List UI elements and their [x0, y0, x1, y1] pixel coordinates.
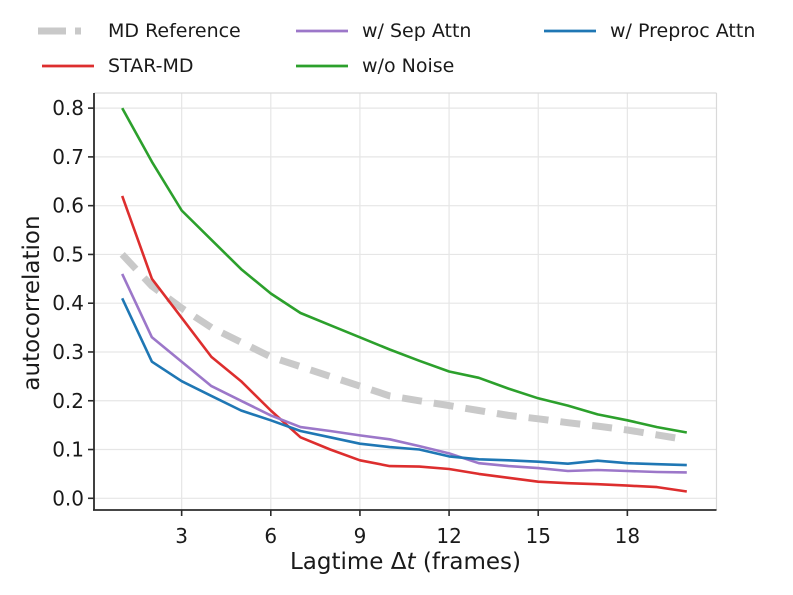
- x-tick-label: 15: [525, 524, 550, 548]
- y-tick-label: 0.7: [52, 145, 84, 169]
- y-tick-label: 0.0: [52, 486, 84, 510]
- legend-swatch-line: [38, 27, 98, 35]
- y-tick-label: 0.6: [52, 194, 84, 218]
- legend-swatch-line: [296, 64, 348, 68]
- y-tick-label: 0.8: [52, 96, 84, 120]
- legend-swatch-line: [42, 64, 94, 68]
- legend-item-md-reference: MD Reference: [38, 18, 241, 44]
- series-line-star-md: [120, 195, 687, 493]
- x-axis-label-text: Lagtime Δ: [289, 549, 407, 575]
- legend-swatch-line: [296, 29, 348, 33]
- y-tick-label: 0.4: [52, 291, 84, 315]
- x-tick-label: 12: [436, 524, 461, 548]
- legend-item-w-preproc-attn: w/ Preproc Attn: [540, 18, 755, 44]
- legend-label: w/o Noise: [362, 55, 455, 77]
- y-axis-label: autocorrelation: [19, 215, 45, 391]
- x-tick-label: 3: [175, 524, 188, 548]
- x-axis-label-italic: t: [406, 549, 416, 575]
- x-axis-label-suffix: (frames): [415, 549, 521, 575]
- chart-legend: MD Reference STAR-MD w/ Sep Attn w/o Noise w…: [0, 0, 793, 92]
- legend-label: w/ Sep Attn: [362, 20, 472, 42]
- legend-item-w-o-noise: w/o Noise: [292, 53, 454, 79]
- y-tick-label: 0.1: [52, 438, 84, 462]
- series-line-w-o-noise: [121, 107, 688, 434]
- legend-label: MD Reference: [108, 20, 241, 42]
- x-tick-label: 18: [615, 524, 640, 548]
- x-tick-label: 6: [264, 524, 277, 548]
- legend-item-w-sep-attn: w/ Sep Attn: [292, 18, 471, 44]
- x-tick-label: 9: [354, 524, 367, 548]
- legend-label: STAR-MD: [108, 55, 194, 77]
- y-tick-label: 0.5: [52, 242, 84, 266]
- y-tick-label: 0.2: [52, 389, 84, 413]
- legend-item-star-md: STAR-MD: [38, 53, 194, 79]
- y-tick-label: 0.3: [52, 340, 84, 364]
- legend-swatch-line: [544, 29, 596, 33]
- series-line-w-preproc-attn: [121, 297, 687, 467]
- series-line-md-reference: [119, 252, 688, 444]
- x-axis-label: Lagtime Δt (frames): [94, 549, 717, 575]
- legend-label: w/ Preproc Attn: [610, 20, 756, 42]
- series-line-w-sep-attn: [121, 273, 687, 474]
